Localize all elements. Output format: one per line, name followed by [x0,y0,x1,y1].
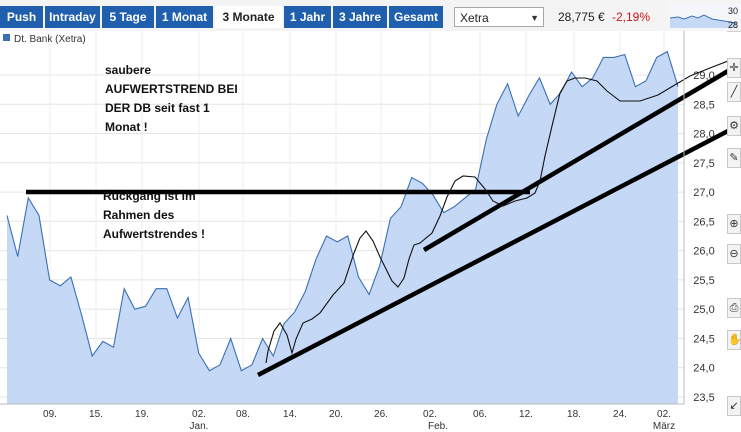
y-tick-label: 25,0 [693,304,714,316]
y-tick-label: 26,5 [693,216,714,228]
annotation-drawing [26,60,727,377]
x-tick-label: 02. [657,409,671,420]
x-tick-label: 08. [236,409,250,420]
y-tick-label: 27,0 [693,187,714,199]
month-label: Feb. [428,421,448,432]
y-tick-label: 24,0 [693,363,714,375]
settings-gear-icon[interactable]: ⚙ [727,116,741,136]
tab-push[interactable]: Push [0,6,43,28]
x-tick-label: 02. [423,409,437,420]
y-tick-label: 28,5 [693,99,714,111]
tab-gesamt[interactable]: Gesamt [389,6,443,28]
legend-swatch [3,34,10,41]
x-tick-label: 24. [613,409,627,420]
exchange-select[interactable]: Xetra ▼ [454,7,544,27]
tab-5-tage[interactable]: 5 Tage [102,6,154,28]
x-tick-label: 15. [89,409,103,420]
x-tick-label: 26. [374,409,388,420]
x-tick-label: 06. [473,409,487,420]
zoom-in-icon[interactable]: ⊕ [727,214,741,234]
y-tick-label: 26,0 [693,246,714,258]
legend-label: Dt. Bank (Xetra) [14,34,86,45]
month-label: März [653,421,675,432]
zoom-out-icon[interactable]: ⊖ [727,244,741,264]
chevron-down-icon: ▼ [530,13,539,23]
tab-1-monat[interactable]: 1 Monat [156,6,213,28]
pencil-icon[interactable]: ✎ [727,148,741,168]
price-area [7,51,678,404]
print-icon[interactable]: ⎙ [727,298,741,318]
y-tick-label: 23,5 [693,392,714,404]
mini-overview-chart[interactable]: 30 28 [668,4,741,30]
x-tick-label: 20. [329,409,343,420]
tab-3-jahre[interactable]: 3 Jahre [333,6,387,28]
x-tick-label: 18. [567,409,581,420]
exchange-select-value: Xetra [460,11,489,25]
y-tick-label: 27,5 [693,158,714,170]
x-tick-label: 19. [135,409,149,420]
mini-chart-line [669,14,737,24]
thumb-icon[interactable]: ✋ [727,330,741,350]
x-tick-label: 12. [519,409,533,420]
month-label: Jan. [190,421,209,432]
tab-1-jahr[interactable]: 1 Jahr [284,6,331,28]
draw-line-icon[interactable]: ╱ [727,82,741,102]
y-tick-label: 24,5 [693,333,714,345]
price-chart[interactable]: 29,028,528,027,527,026,526,025,525,024,5… [0,31,727,432]
tab-3-monate[interactable]: 3 Monate [215,6,282,28]
upper-trend-line [422,69,727,252]
tab-intraday[interactable]: Intraday [45,6,100,28]
x-tick-label: 09. [43,409,57,420]
annotation-text-2: Rückgang ist im Rahmen des Aufwertstrend… [103,189,206,241]
mini-chart-label-top: 30 [728,6,738,16]
x-tick-label: 14. [283,409,297,420]
annotation-text-1: saubere AUFWERTSTREND BEI DER DB seit fa… [105,63,238,134]
expand-arrow-icon[interactable]: ↙ [727,396,741,416]
lower-trend-line [256,129,727,377]
crosshair-icon[interactable]: ✛ [727,58,741,78]
hand-drawn-curve [265,60,727,364]
mini-chart-label-bottom: 28 [728,20,738,30]
toolbar: Push Intraday 5 Tage 1 Monat 3 Monate 1 … [0,0,741,32]
quote-price: 28,775 € [558,10,605,24]
y-tick-label: 25,5 [693,275,714,287]
y-tick-label: 28,0 [693,129,714,141]
axis-ticks: 29,028,528,027,527,026,526,025,525,024,5… [43,70,715,432]
quote-change: -2,19% [612,10,651,24]
x-tick-label: 02. [192,409,206,420]
